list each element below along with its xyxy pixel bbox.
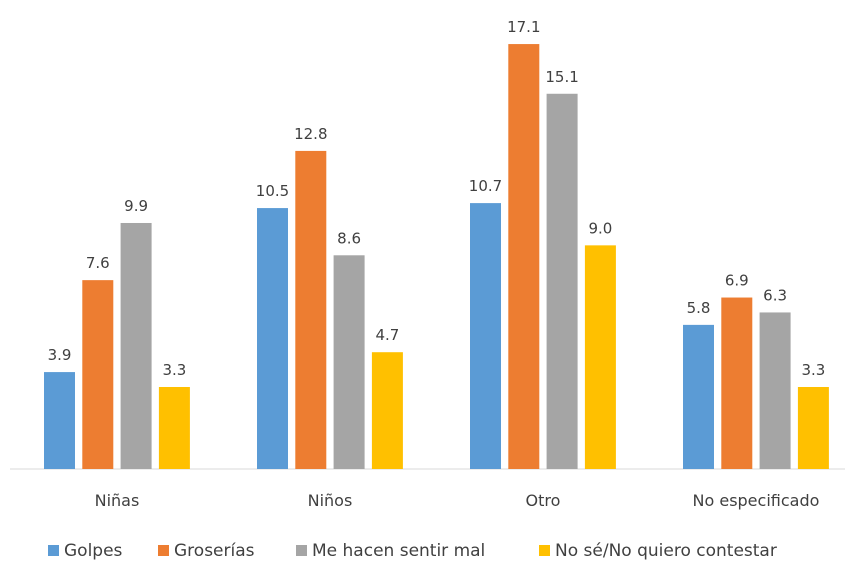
- bar: [82, 280, 114, 469]
- bar: [371, 352, 403, 469]
- value-label: 3.9: [48, 346, 72, 364]
- value-label: 6.9: [725, 272, 749, 290]
- value-label: 6.3: [763, 286, 787, 304]
- value-label: 7.6: [86, 254, 110, 272]
- value-label: 17.1: [507, 18, 540, 36]
- bar: [257, 208, 288, 469]
- bar: [797, 386, 829, 469]
- bar: [721, 297, 753, 469]
- value-label: 8.6: [337, 229, 361, 247]
- bar: [333, 255, 365, 469]
- legend-swatch: [158, 545, 169, 556]
- category-label: Niños: [308, 491, 353, 510]
- value-label: 10.7: [469, 177, 502, 195]
- legend-label: Golpes: [64, 541, 123, 561]
- category-label: Otro: [526, 491, 561, 510]
- legend-label: Me hacen sentir mal: [312, 541, 485, 561]
- legend-item: No sé/No quiero contestar: [539, 541, 777, 561]
- value-label: 3.3: [801, 361, 825, 379]
- legend: Golpes Groserías Me hacen sentir mal No sé/…: [48, 541, 777, 561]
- category-label: No especificado: [693, 491, 820, 510]
- category-label: Niñas: [95, 491, 140, 510]
- value-label: 9.9: [124, 197, 148, 215]
- value-label: 5.8: [687, 299, 711, 317]
- bar: [508, 44, 540, 469]
- bar: [120, 222, 152, 469]
- bar: [158, 386, 190, 469]
- legend-swatch: [48, 545, 59, 556]
- legend-label: Groserías: [174, 541, 255, 561]
- legend-item: Me hacen sentir mal: [296, 541, 485, 561]
- legend-swatch: [296, 545, 307, 556]
- value-label: 4.7: [375, 326, 399, 344]
- category-labels-layer: Niñas Niños Otro No especificado: [95, 491, 820, 510]
- legend-swatch: [539, 545, 550, 556]
- bar: [44, 372, 75, 469]
- value-label: 12.8: [294, 125, 327, 143]
- value-label: 15.1: [545, 68, 578, 86]
- bar: [584, 245, 616, 469]
- bars-layer: [44, 44, 829, 470]
- value-labels-layer: 3.9 7.6 9.9 3.3 10.5 12.8 8.6 4.7 10.7 17.1 15.1 9.…: [48, 18, 826, 379]
- bar: [683, 324, 714, 469]
- value-label: 10.5: [256, 182, 289, 200]
- bar: [295, 150, 327, 470]
- legend-item: Groserías: [158, 541, 255, 561]
- bar: [759, 312, 791, 469]
- legend-item: Golpes: [48, 541, 123, 561]
- value-label: 3.3: [162, 361, 186, 379]
- bar: [470, 203, 501, 470]
- value-label: 9.0: [588, 219, 612, 237]
- bar: [546, 93, 578, 469]
- legend-label: No sé/No quiero contestar: [555, 541, 777, 561]
